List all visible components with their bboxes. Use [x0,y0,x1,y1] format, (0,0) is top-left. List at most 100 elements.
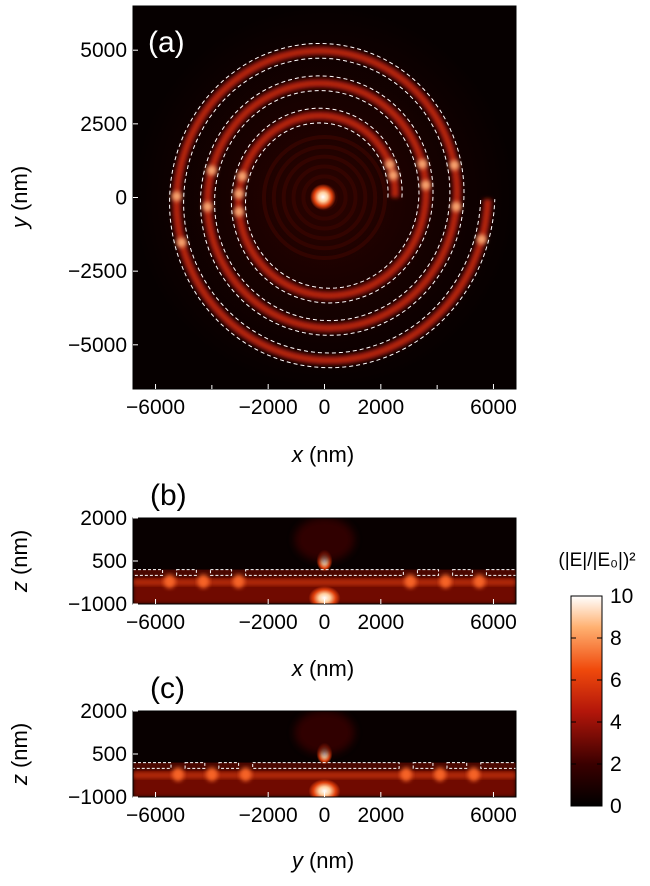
x-tick-label: 0 [319,804,331,827]
colorbar-tick-label: 8 [610,627,622,650]
layer-segment-outline [218,762,240,769]
field-hotspot [176,237,187,248]
x-tick-label: 6000 [470,804,517,827]
focal-halo [294,518,355,562]
panel-b-field [133,518,516,604]
groove-hotspot [400,767,413,782]
panel-b-xlabel: x (nm) [291,656,354,681]
y-tick-label: 5000 [80,39,127,62]
spiral-outline-outer [169,43,496,369]
field-hotspot [417,158,428,169]
field-hotspot [476,234,487,245]
panel-a-background-ripples [261,134,388,261]
colorbar-ticks: 0 2 4 6 8 10 [571,585,633,818]
y-tick-label: 2000 [80,700,127,723]
groove-hotspot [205,767,218,782]
field-hotspot [233,206,244,217]
colorbar: (|E|/|E₀|)² 0 2 4 6 8 10 [558,550,635,818]
y-tick-label: −5000 [68,334,127,357]
panel-c-layer-outline [133,762,516,769]
field-hotspot [202,201,213,212]
spiral-outline-inner [183,57,482,354]
x-tick-label: −2000 [239,611,298,634]
panel-c-axes: −6000 −2000 0 2000 6000 −1000 500 2000 [68,700,517,827]
y-tick-label: 0 [115,187,127,210]
panel-c-ylabel: z (nm) [7,723,32,786]
panel-b-ylabel: z (nm) [7,530,32,593]
layer-segment-outline [446,762,468,769]
colorbar-tick-label: 6 [610,669,622,692]
field-hotspot [420,180,431,191]
x-tick-label: 6000 [470,611,517,634]
layer-segment-outline [133,569,164,576]
ripple-ring [291,164,358,231]
groove-hotspot [439,574,452,589]
layer-segment-outline [452,569,473,576]
x-tick-label: 2000 [357,396,404,419]
panel-a-xlabel: x (nm) [291,442,354,467]
groove-hotspot [467,767,480,782]
field-hotspot [233,188,244,199]
focal-halo [294,711,355,755]
field-hotspot [237,171,248,182]
panel-c-xlabel: y (nm) [290,848,354,873]
panel-a-ylabel: y (nm) [7,166,32,230]
layer-segment-outline [416,569,440,576]
ripple-ring [261,134,388,261]
groove-hotspot [163,574,176,589]
panel-a-hotspots [171,158,487,248]
field-hotspot [449,160,460,171]
focal-spot-below [308,586,341,604]
panel-a-spiral-outline [169,43,496,369]
ripple-ring [281,154,368,241]
layer-segment-outline [209,569,233,576]
field-hotspot [388,170,399,181]
y-tick-label: −1000 [68,593,127,616]
groove-hotspot [404,574,417,589]
groove-hotspot [239,767,252,782]
layer-segment-outline [176,569,197,576]
substrate-bright-band [133,579,516,586]
panel-c-field [133,711,516,797]
panel-a: −6000 −2000 0 2000 6000 −5000 −2500 0 2500 5000 (… [7,5,517,467]
panel-a-axes: −6000 −2000 0 2000 6000 −5000 −2500 0 2500 5000 [68,39,517,419]
x-tick-label: −6000 [126,611,185,634]
x-tick-label: 2000 [357,611,404,634]
colorbar-tick-label: 10 [610,585,633,608]
y-tick-label: 500 [92,550,127,573]
x-tick-label: −2000 [239,804,298,827]
colorbar-tick-label: 4 [610,711,622,734]
groove-hotspot [197,574,210,589]
metal-layer [133,762,516,769]
x-tick-label: 2000 [357,804,404,827]
field-hotspot [384,159,395,170]
panel-c: −6000 −2000 0 2000 6000 −1000 500 2000 (c) y (n… [7,672,517,873]
colorbar-tick-label: 0 [610,795,622,818]
layer-segment-outline [412,762,434,769]
layer-segment-outline [245,569,404,576]
panel-a-label: (a) [148,26,185,59]
panel-b-axes: −6000 −2000 0 2000 6000 −1000 500 2000 [68,507,517,634]
field-hotspot [451,201,462,212]
colorbar-gradient [570,595,603,807]
x-tick-label: −6000 [126,396,185,419]
x-tick-label: 0 [319,396,331,419]
panel-b-label: (b) [150,479,187,512]
ripple-ring [301,174,348,221]
x-tick-label: 6000 [470,396,517,419]
groove-hotspot [473,574,486,589]
field-hotspot [206,165,217,176]
field-hotspot [171,191,182,202]
metal-layer [133,569,516,576]
panel-c-label: (c) [150,672,185,705]
groove-hotspot [172,767,185,782]
groove-hotspot [232,574,245,589]
x-tick-label: 0 [319,611,331,634]
y-tick-label: 2500 [80,113,127,136]
focal-spot-below [308,779,341,797]
groove-hotspot [433,767,446,782]
panel-a-center-hotspot [310,184,336,210]
y-tick-label: −2500 [68,260,127,283]
panel-b: −6000 −2000 0 2000 6000 −1000 500 2000 (b) x (n… [7,479,517,681]
